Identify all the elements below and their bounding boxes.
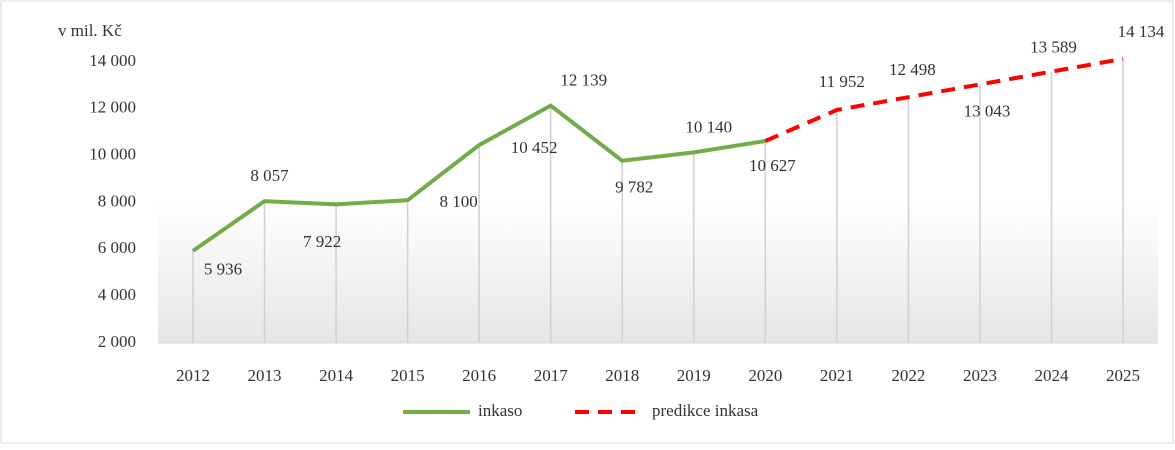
- legend-label: predikce inkasa: [652, 401, 759, 420]
- y-tick-label: 12 000: [89, 98, 136, 117]
- data-label: 13 589: [1030, 38, 1077, 57]
- x-tick-label: 2025: [1106, 366, 1140, 385]
- data-label: 5 936: [204, 260, 242, 279]
- x-tick-label: 2019: [677, 366, 711, 385]
- data-label: 12 498: [889, 60, 936, 79]
- x-tick-label: 2015: [391, 366, 425, 385]
- y-tick-label: 6 000: [98, 238, 136, 257]
- data-label: 10 140: [685, 117, 732, 136]
- x-tick-label: 2024: [1034, 366, 1069, 385]
- data-label: 11 952: [819, 72, 865, 91]
- x-tick-label: 2013: [248, 366, 282, 385]
- x-tick-label: 2016: [462, 366, 496, 385]
- data-label: 10 627: [749, 156, 796, 175]
- data-label: 8 057: [250, 166, 289, 185]
- data-label: 13 043: [964, 101, 1011, 120]
- y-tick-label: 10 000: [89, 145, 136, 164]
- data-label: 12 139: [560, 70, 607, 89]
- data-label: 8 100: [439, 192, 477, 211]
- series-line: [191, 103, 766, 253]
- legend-label: inkaso: [478, 401, 522, 420]
- x-tick-label: 2014: [319, 366, 354, 385]
- data-label: 7 922: [303, 232, 341, 251]
- data-label: 9 782: [615, 178, 653, 197]
- x-tick-label: 2020: [748, 366, 782, 385]
- data-label: 14 134: [1118, 22, 1165, 41]
- x-tick-label: 2012: [176, 366, 210, 385]
- series-line: [764, 56, 1124, 143]
- y-tick-label: 14 000: [89, 51, 136, 70]
- y-tick-label: 2 000: [98, 332, 136, 351]
- x-tick-label: 2018: [605, 366, 639, 385]
- x-tick-label: 2021: [820, 366, 854, 385]
- y-axis-label: v mil. Kč: [58, 21, 122, 40]
- y-tick-label: 8 000: [98, 191, 136, 210]
- x-tick-label: 2023: [963, 366, 997, 385]
- data-label: 10 452: [511, 138, 558, 157]
- y-tick-label: 4 000: [98, 285, 136, 304]
- x-tick-label: 2017: [534, 366, 569, 385]
- plot-background: [158, 200, 1158, 343]
- x-tick-label: 2022: [891, 366, 925, 385]
